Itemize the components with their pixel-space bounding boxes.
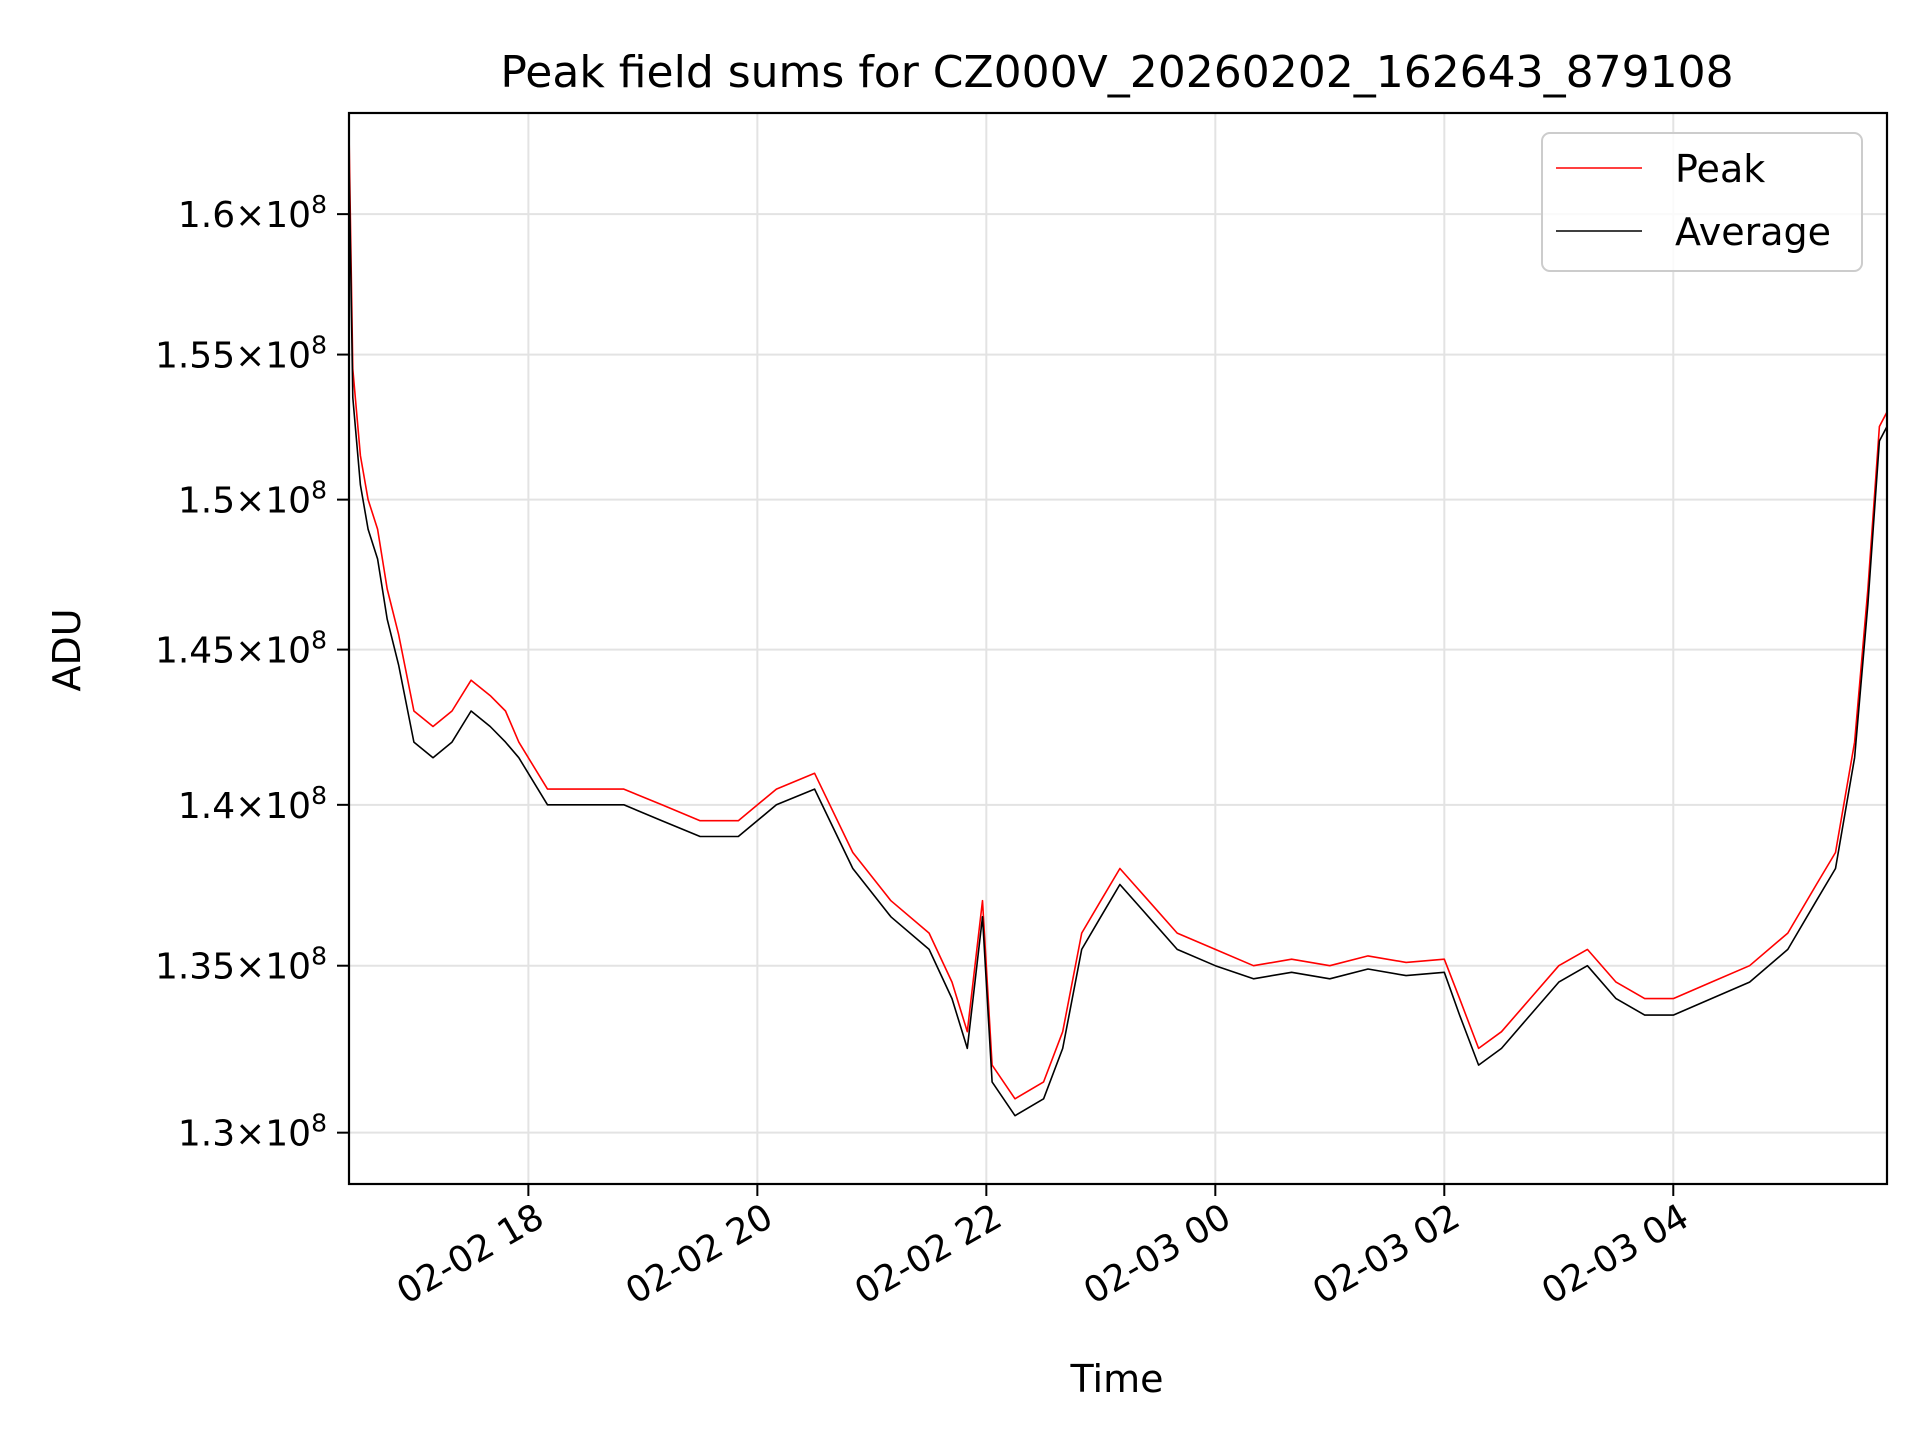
y-tick-mantissa: 1.55 — [155, 336, 235, 377]
y-tick-times: ×10 — [235, 947, 311, 988]
y-tick-mantissa: 1.5 — [178, 481, 235, 522]
y-tick-label: 1.45×108 — [155, 625, 327, 672]
series-line-average — [349, 159, 1887, 1117]
y-tick-label: 1.4×108 — [178, 780, 327, 827]
legend-label-peak: Peak — [1675, 147, 1765, 191]
y-tick-exponent: 8 — [311, 941, 327, 970]
y-axis-ticks: 1.3×1081.35×1081.4×1081.45×1081.5×1081.5… — [155, 190, 349, 1155]
y-tick-exponent: 8 — [311, 475, 327, 504]
y-tick-times: ×10 — [235, 1114, 311, 1155]
y-tick-times: ×10 — [235, 195, 311, 236]
y-tick-times: ×10 — [235, 481, 311, 522]
series-lines — [349, 131, 1887, 1117]
y-tick-exponent: 8 — [311, 625, 327, 654]
plot-frame — [347, 111, 1889, 1186]
y-tick-exponent: 8 — [311, 330, 327, 359]
x-axis-label: Time — [1070, 1357, 1164, 1401]
y-tick-label: 1.5×108 — [178, 475, 327, 522]
series-line-peak — [349, 131, 1887, 1100]
y-tick-mantissa: 1.45 — [155, 631, 235, 672]
y-tick-mantissa: 1.6 — [178, 195, 235, 236]
y-tick-label: 1.3×108 — [178, 1108, 327, 1155]
y-tick-label: 1.55×108 — [155, 330, 327, 377]
legend-label-average: Average — [1675, 210, 1831, 254]
y-tick-label: 1.35×108 — [155, 941, 327, 988]
y-axis-label: ADU — [45, 608, 89, 691]
y-tick-exponent: 8 — [311, 190, 327, 219]
y-tick-times: ×10 — [235, 786, 311, 827]
y-tick-label: 1.6×108 — [178, 190, 327, 237]
y-tick-mantissa: 1.35 — [155, 947, 235, 988]
y-tick-exponent: 8 — [311, 780, 327, 809]
y-tick-times: ×10 — [235, 336, 311, 377]
y-tick-times: ×10 — [235, 631, 311, 672]
y-tick-mantissa: 1.4 — [178, 786, 235, 827]
y-tick-mantissa: 1.3 — [178, 1114, 235, 1155]
y-tick-exponent: 8 — [311, 1108, 327, 1137]
chart-title: Peak field sums for CZ000V_20260202_1626… — [500, 47, 1733, 98]
legend: Peak Average — [1541, 132, 1863, 272]
